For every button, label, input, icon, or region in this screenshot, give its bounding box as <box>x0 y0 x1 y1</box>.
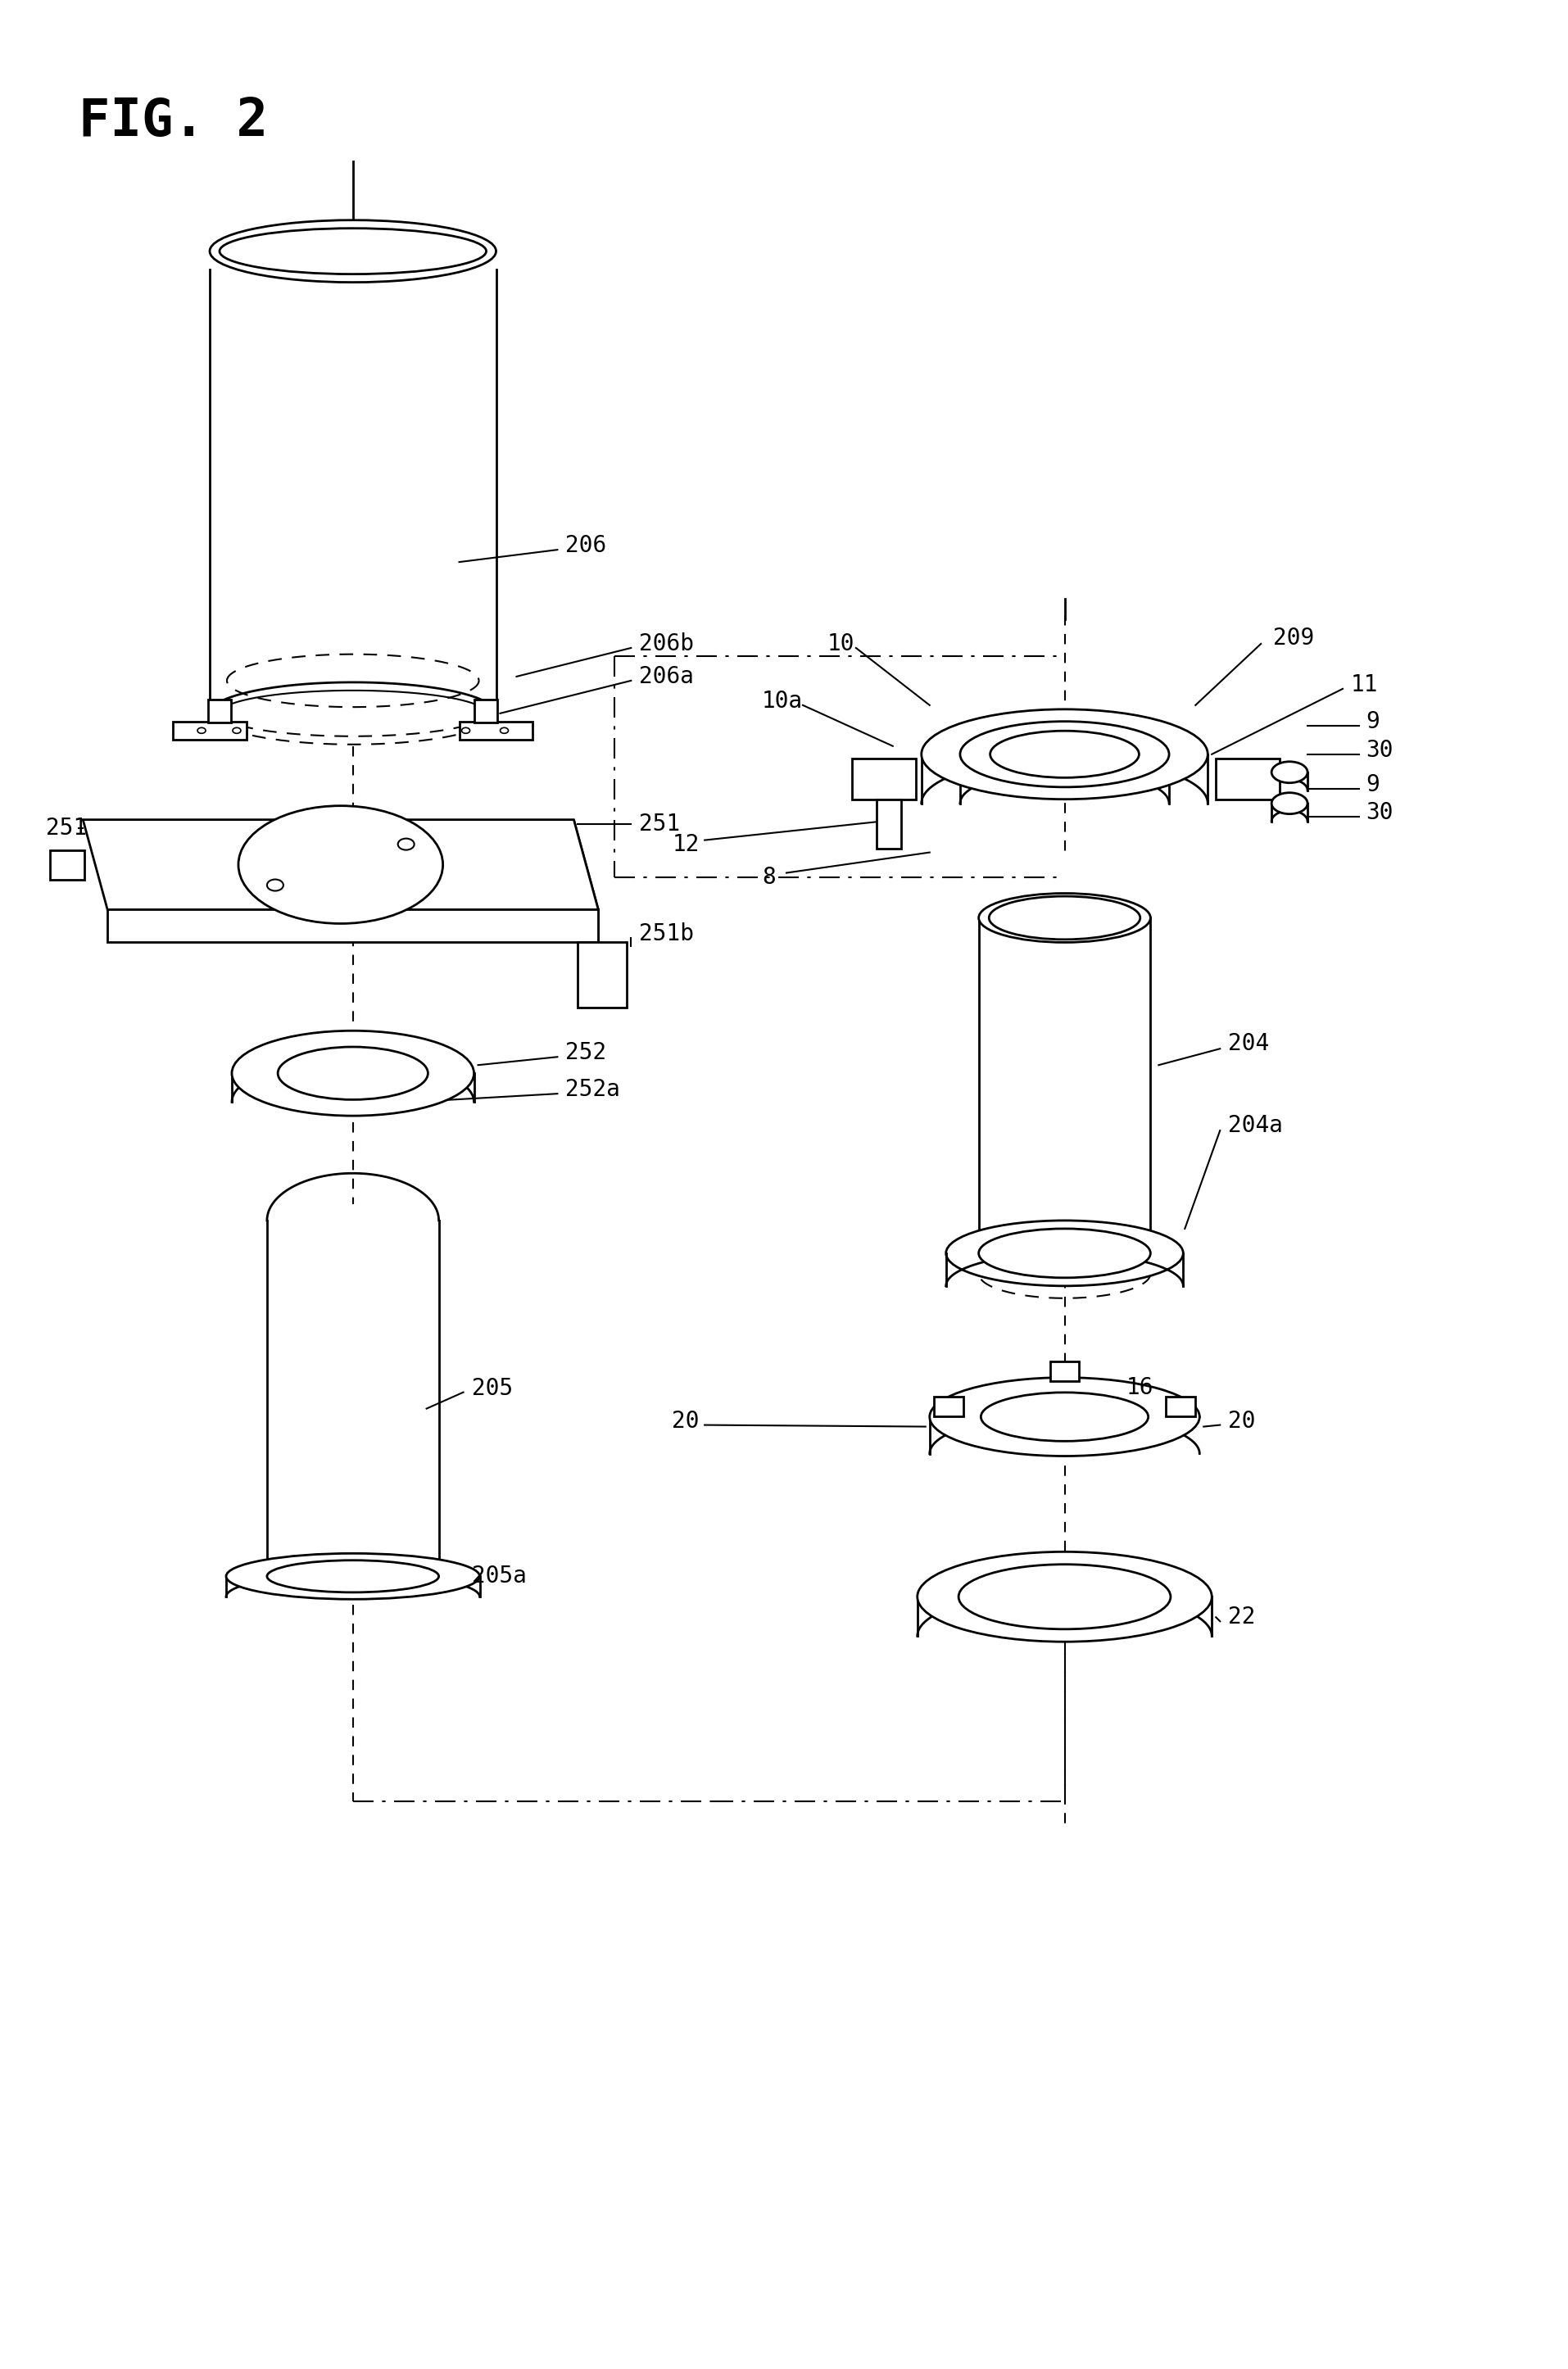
Text: 252a: 252a <box>566 1078 621 1102</box>
Text: 16: 16 <box>1126 1376 1152 1398</box>
Text: 10a: 10a <box>762 689 803 713</box>
Text: 206: 206 <box>566 533 607 557</box>
FancyBboxPatch shape <box>851 758 916 798</box>
Ellipse shape <box>980 1393 1148 1440</box>
Text: 11: 11 <box>1350 673 1378 696</box>
Ellipse shape <box>232 727 241 734</box>
Text: 251a: 251a <box>45 817 100 839</box>
FancyBboxPatch shape <box>1049 1362 1079 1381</box>
Text: 204: 204 <box>1228 1033 1269 1054</box>
FancyBboxPatch shape <box>1215 758 1279 798</box>
Ellipse shape <box>930 1376 1200 1457</box>
Text: 205: 205 <box>472 1376 513 1400</box>
Text: 206b: 206b <box>638 633 693 656</box>
Ellipse shape <box>978 893 1149 943</box>
Text: 20: 20 <box>671 1410 699 1433</box>
Ellipse shape <box>210 220 495 282</box>
Ellipse shape <box>978 1230 1149 1277</box>
FancyBboxPatch shape <box>209 699 230 723</box>
Ellipse shape <box>946 1220 1182 1286</box>
Text: 251b: 251b <box>638 924 693 945</box>
Text: 10: 10 <box>826 633 855 656</box>
Ellipse shape <box>1272 760 1306 782</box>
FancyBboxPatch shape <box>1165 1398 1195 1417</box>
Text: 8: 8 <box>762 865 775 888</box>
Ellipse shape <box>958 1564 1170 1630</box>
Ellipse shape <box>238 805 442 924</box>
Text: 12: 12 <box>671 834 699 855</box>
Ellipse shape <box>226 1554 480 1599</box>
Ellipse shape <box>988 895 1140 940</box>
Ellipse shape <box>500 727 508 734</box>
Text: 252: 252 <box>566 1042 607 1064</box>
Ellipse shape <box>198 727 205 734</box>
FancyBboxPatch shape <box>459 723 533 739</box>
Ellipse shape <box>220 227 486 275</box>
Ellipse shape <box>461 727 470 734</box>
Polygon shape <box>83 820 597 910</box>
Polygon shape <box>108 910 597 943</box>
Ellipse shape <box>917 1552 1210 1642</box>
FancyBboxPatch shape <box>172 723 246 739</box>
FancyBboxPatch shape <box>877 798 900 848</box>
Text: 9: 9 <box>1364 711 1378 732</box>
Text: 206a: 206a <box>638 666 693 687</box>
Ellipse shape <box>267 879 284 891</box>
Text: 204a: 204a <box>1228 1113 1283 1137</box>
Ellipse shape <box>1272 794 1306 815</box>
Text: 251: 251 <box>638 813 681 836</box>
Text: 22: 22 <box>1228 1606 1254 1628</box>
Ellipse shape <box>232 1031 474 1116</box>
Ellipse shape <box>960 723 1168 787</box>
Ellipse shape <box>398 839 414 850</box>
Text: 205a: 205a <box>472 1566 527 1587</box>
Ellipse shape <box>278 1047 428 1099</box>
FancyBboxPatch shape <box>474 699 497 723</box>
Text: 9: 9 <box>1364 772 1378 796</box>
Text: 30: 30 <box>1364 801 1392 824</box>
Ellipse shape <box>989 732 1138 777</box>
Text: 209: 209 <box>1273 628 1314 649</box>
Ellipse shape <box>920 708 1207 798</box>
FancyBboxPatch shape <box>577 943 627 1007</box>
Polygon shape <box>574 820 597 943</box>
FancyBboxPatch shape <box>50 850 85 879</box>
Text: 20: 20 <box>1228 1410 1254 1433</box>
Ellipse shape <box>267 1561 439 1592</box>
Text: FIG. 2: FIG. 2 <box>78 95 268 147</box>
Text: 30: 30 <box>1364 739 1392 760</box>
FancyBboxPatch shape <box>933 1398 963 1417</box>
